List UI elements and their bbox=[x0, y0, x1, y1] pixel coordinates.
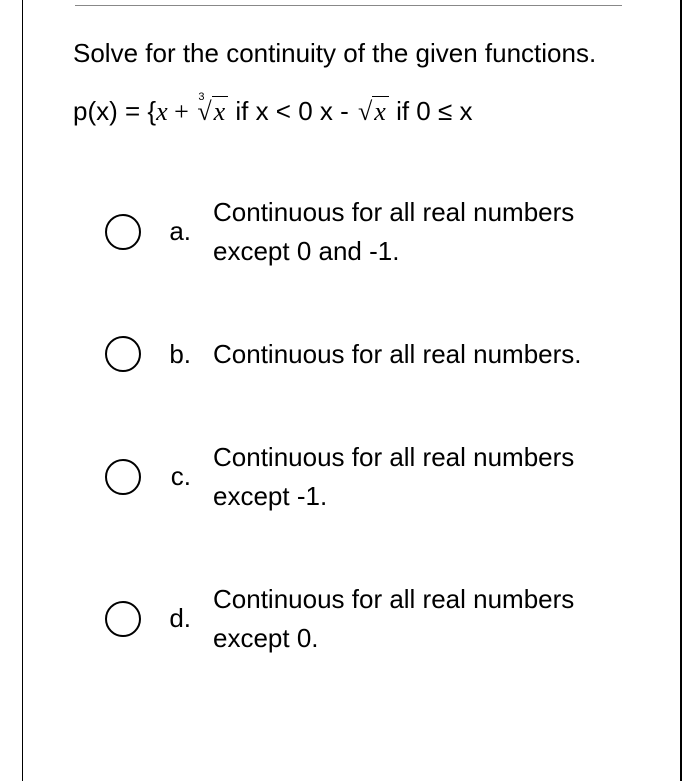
option-a[interactable]: a. Continuous for all real numbers excep… bbox=[105, 193, 622, 271]
radicand-1: x bbox=[212, 96, 229, 126]
option-text-c: Continuous for all real numbers except -… bbox=[213, 438, 622, 516]
option-text-b: Continuous for all real numbers. bbox=[213, 335, 622, 374]
option-b[interactable]: b. Continuous for all real numbers. bbox=[105, 335, 622, 374]
option-label-d: d. bbox=[163, 603, 191, 634]
option-text-a: Continuous for all real numbers except 0… bbox=[213, 193, 622, 271]
question-formula: p(x) = {x + 3√x if x < 0 x - √x if 0 ≤ x bbox=[73, 91, 622, 133]
option-label-c: c. bbox=[163, 461, 191, 492]
option-label-a: a. bbox=[163, 216, 191, 247]
options-list: a. Continuous for all real numbers excep… bbox=[73, 193, 622, 658]
option-d[interactable]: d. Continuous for all real numbers excep… bbox=[105, 580, 622, 658]
question-prompt: Solve for the continuity of the given fu… bbox=[73, 34, 622, 73]
formula-var-1: x bbox=[156, 97, 168, 126]
root-index: 3 bbox=[198, 89, 204, 107]
radio-b[interactable] bbox=[105, 336, 141, 372]
cube-root: 3√x bbox=[197, 91, 228, 133]
formula-cond2: if 0 ≤ x bbox=[389, 96, 473, 126]
radio-d[interactable] bbox=[105, 601, 141, 637]
radio-a[interactable] bbox=[105, 214, 141, 250]
surd-symbol-2: √ bbox=[358, 97, 372, 126]
formula-prefix: p(x) = { bbox=[73, 96, 156, 126]
radicand-2: x bbox=[372, 96, 389, 126]
formula-cond1: if x < 0 x - bbox=[228, 96, 356, 126]
divider-line bbox=[75, 5, 622, 6]
radio-c[interactable] bbox=[105, 459, 141, 495]
option-c[interactable]: c. Continuous for all real numbers excep… bbox=[105, 438, 622, 516]
option-label-b: b. bbox=[163, 339, 191, 370]
square-root: √x bbox=[358, 91, 389, 133]
option-text-d: Continuous for all real numbers except 0… bbox=[213, 580, 622, 658]
formula-plus: + bbox=[168, 97, 196, 126]
